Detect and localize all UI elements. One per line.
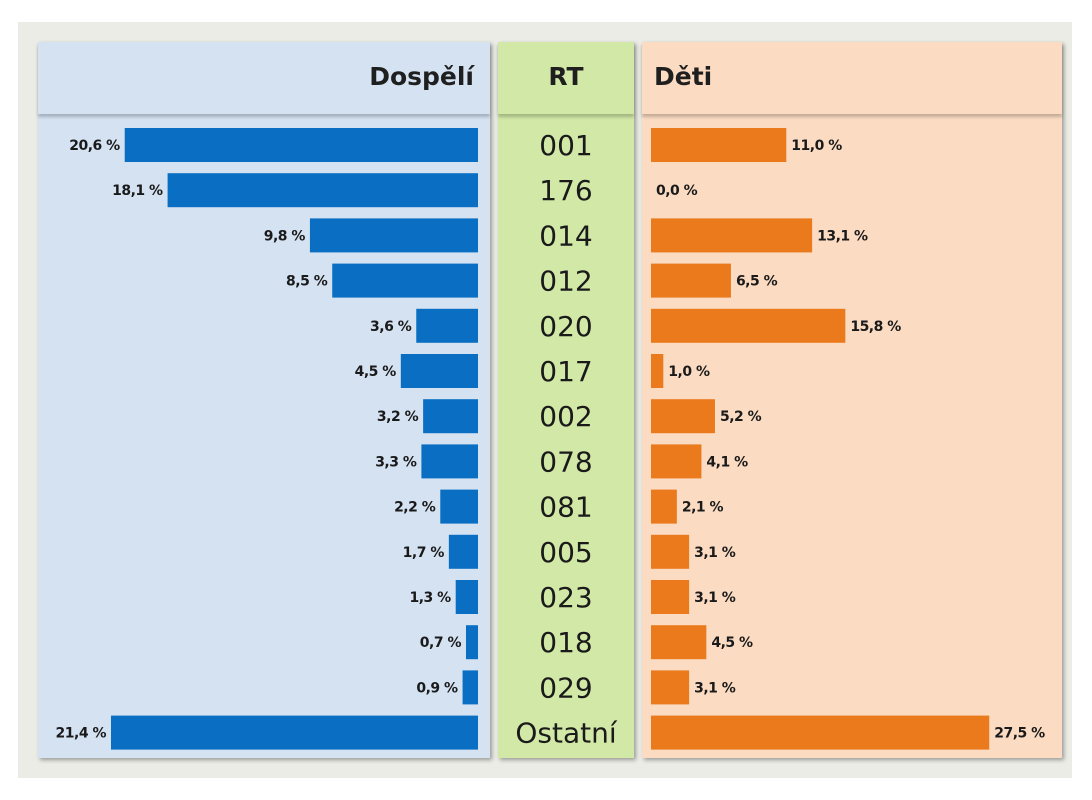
adults-bar — [167, 173, 478, 208]
children-bar — [651, 444, 702, 479]
adults-value-label: 0,9 % — [416, 680, 458, 696]
children-bar — [651, 580, 690, 614]
children-value-label: 3,1 % — [694, 680, 736, 696]
rt-category-label: 020 — [539, 310, 592, 343]
rt-category-label: 029 — [539, 671, 592, 704]
rt-header-label: RT — [548, 62, 584, 91]
adults-bar — [309, 218, 478, 253]
adults-value-label: 21,4 % — [56, 726, 107, 742]
rt-category-label: 012 — [539, 265, 592, 298]
children-header: Děti — [642, 42, 1062, 114]
children-value-label: 4,1 % — [706, 454, 748, 470]
rt-category-label: 005 — [539, 536, 592, 569]
children-value-label: 11,0 % — [791, 138, 842, 154]
adults-bar — [423, 399, 478, 434]
children-value-label: 27,5 % — [994, 726, 1045, 742]
children-value-label: 15,8 % — [850, 319, 901, 335]
children-header-label: Děti — [654, 62, 713, 91]
children-bar — [651, 489, 677, 524]
rt-category-label: 023 — [539, 581, 592, 614]
adults-value-label: 1,7 % — [403, 545, 445, 561]
children-bar — [651, 218, 813, 253]
rt-category-label: 001 — [539, 129, 592, 162]
children-bar — [651, 128, 787, 162]
adults-header: Dospělí — [38, 42, 490, 114]
children-value-label: 3,1 % — [694, 545, 736, 561]
adults-bar — [455, 580, 478, 614]
rt-category-label: 078 — [539, 445, 592, 478]
children-bar — [651, 534, 690, 569]
rt-panel: RT — [498, 42, 634, 758]
children-value-label: 3,1 % — [694, 590, 736, 606]
adults-value-label: 18,1 % — [112, 183, 163, 199]
adults-bar — [400, 354, 478, 388]
children-bar — [651, 308, 846, 343]
rt-category-label: 017 — [539, 355, 592, 388]
adults-bar — [332, 263, 478, 298]
adults-value-label: 8,5 % — [286, 274, 328, 290]
adults-value-label: 3,2 % — [377, 409, 419, 425]
rt-header: RT — [498, 42, 634, 114]
adults-bar — [110, 715, 479, 750]
adults-header-label: Dospělí — [369, 62, 474, 91]
children-value-label: 1,0 % — [668, 364, 710, 380]
rt-category-label: 018 — [539, 626, 592, 659]
rt-category-label: 081 — [539, 491, 592, 524]
children-bar — [651, 670, 690, 705]
rt-category-label: 014 — [539, 219, 592, 252]
adults-bar — [124, 128, 479, 162]
children-value-label: 13,1 % — [817, 228, 868, 244]
adults-bar — [465, 625, 478, 660]
adults-bar — [421, 444, 478, 479]
adults-value-label: 20,6 % — [69, 138, 120, 154]
adults-value-label: 3,3 % — [375, 454, 417, 470]
rt-category-label: Ostatní — [515, 717, 617, 750]
children-bar — [651, 715, 990, 750]
adults-value-label: 2,2 % — [394, 500, 436, 516]
adults-bar — [462, 670, 478, 705]
adults-bar — [416, 308, 478, 343]
children-bar — [651, 354, 664, 388]
adults-value-label: 0,7 % — [420, 635, 462, 651]
adults-bar — [440, 489, 478, 524]
children-bar — [651, 263, 731, 298]
rt-category-label: 176 — [539, 174, 592, 207]
adults-value-label: 3,6 % — [370, 319, 412, 335]
rt-category-label: 002 — [539, 400, 592, 433]
children-value-label: 0,0 % — [656, 183, 698, 199]
children-bar — [651, 625, 707, 660]
children-value-label: 4,5 % — [711, 635, 753, 651]
adults-value-label: 4,5 % — [355, 364, 397, 380]
children-value-label: 6,5 % — [736, 274, 778, 290]
adults-bar — [448, 534, 478, 569]
adults-value-label: 9,8 % — [264, 228, 306, 244]
children-bar — [651, 399, 715, 434]
adults-value-label: 1,3 % — [410, 590, 452, 606]
children-value-label: 2,1 % — [682, 500, 724, 516]
children-value-label: 5,2 % — [720, 409, 762, 425]
